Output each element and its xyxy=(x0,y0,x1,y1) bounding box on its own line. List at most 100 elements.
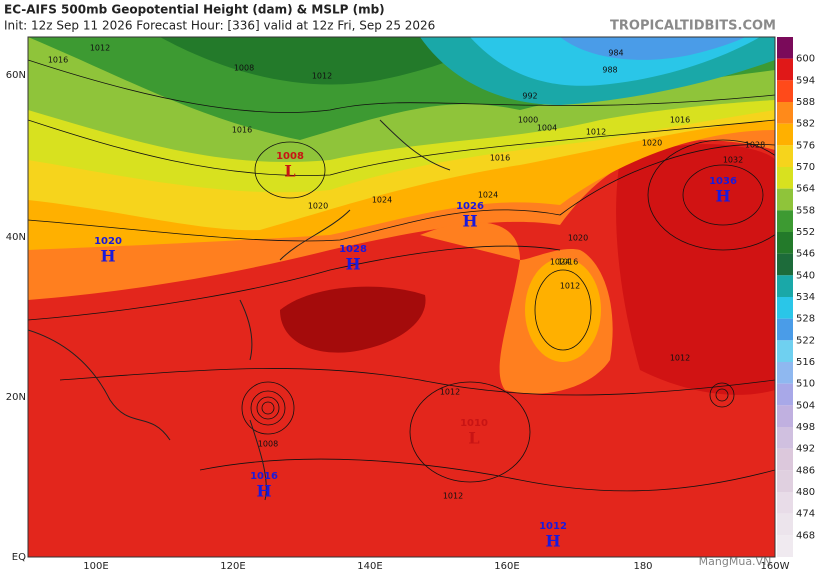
lon-label: 100E xyxy=(83,561,108,572)
contour-label: 1012 xyxy=(440,388,460,397)
colorbar-cell xyxy=(777,275,793,297)
colorbar-label: 534 xyxy=(796,292,815,303)
lon-label: 180 xyxy=(633,561,652,572)
center-value: 1012 xyxy=(539,521,567,532)
colorbar-label: 468 xyxy=(796,530,815,541)
center-symbol: H xyxy=(462,212,477,231)
contour-label: 1012 xyxy=(560,282,580,291)
contour-label: 1012 xyxy=(586,128,606,137)
colorbar-cell xyxy=(777,102,793,124)
center-symbol: H xyxy=(345,255,360,274)
colorbar-cell xyxy=(777,210,793,232)
colorbar-label: 522 xyxy=(796,335,815,346)
lon-label: 120E xyxy=(220,561,245,572)
contour-label: 1024 xyxy=(372,196,392,205)
contour-label: 1020 xyxy=(568,234,588,243)
colorbar-cell xyxy=(777,188,793,211)
source: TROPICALTIDBITS.COM xyxy=(610,19,776,34)
colorbar-cell xyxy=(777,253,793,276)
center-value: 1016 xyxy=(250,471,278,482)
contour-label: 1016 xyxy=(558,258,578,267)
colorbar-cell xyxy=(777,167,793,189)
center-value: 1026 xyxy=(456,201,484,212)
colorbar-label: 498 xyxy=(796,422,815,433)
band-594 xyxy=(616,144,775,395)
contour-label: 1016 xyxy=(490,154,510,163)
center-symbol: H xyxy=(715,187,730,206)
colorbar-label: 528 xyxy=(796,314,815,325)
subtitle: Init: 12z Sep 11 2026 Forecast Hour: [33… xyxy=(4,19,435,33)
center-value: 1028 xyxy=(339,244,367,255)
colorbar-cell xyxy=(777,470,793,492)
colorbar-cap xyxy=(777,37,793,59)
contour-label: 1016 xyxy=(670,116,690,125)
colorbar-cell xyxy=(777,340,793,362)
colorbar-label: 576 xyxy=(796,140,815,151)
colorbar-cell xyxy=(777,448,793,471)
center-value: 1036 xyxy=(709,176,737,187)
contour-label: 1024 xyxy=(478,191,498,200)
center-symbol: L xyxy=(468,429,479,448)
colorbar-cell xyxy=(777,145,793,167)
colorbar-label: 570 xyxy=(796,162,815,173)
lon-label: 140E xyxy=(357,561,382,572)
map xyxy=(28,37,775,557)
center-value: 1008 xyxy=(276,151,304,162)
band-576 xyxy=(525,258,601,362)
contour-label: 1032 xyxy=(723,156,743,165)
colorbar-cell xyxy=(777,405,793,427)
band-546 xyxy=(160,37,500,85)
colorbar-label: 474 xyxy=(796,509,815,520)
colorbar-label: 558 xyxy=(796,205,815,216)
contour-label: 1012 xyxy=(443,492,463,501)
colorbar-label: 516 xyxy=(796,357,815,368)
contour-label: 1016 xyxy=(232,126,252,135)
colorbar-cell xyxy=(777,362,793,384)
colorbar-label: 552 xyxy=(796,227,815,238)
band-522 xyxy=(560,37,745,60)
colorbar-label: 582 xyxy=(796,119,815,130)
contour-label: 1000 xyxy=(518,116,538,125)
colorbar-cell xyxy=(777,535,793,557)
colorbar-cell xyxy=(777,318,793,341)
contour-label: 1012 xyxy=(670,354,690,363)
colorbar-label: 564 xyxy=(796,184,815,195)
lat-label: EQ xyxy=(12,552,26,563)
contour-label: 1012 xyxy=(312,72,332,81)
colorbar-label: 510 xyxy=(796,379,815,390)
lat-label: 40N xyxy=(6,232,26,243)
contour-label: 1012 xyxy=(90,44,110,53)
contour-label: 984 xyxy=(608,49,623,58)
colorbar-cell xyxy=(777,80,793,102)
center-value: 1020 xyxy=(94,236,122,247)
contour-label: 1024 xyxy=(550,258,570,267)
lat-label: 60N xyxy=(6,70,26,81)
center-value: 1010 xyxy=(460,418,488,429)
lat-label: 20N xyxy=(6,392,26,403)
colorbar-cell xyxy=(777,58,793,81)
colorbar-cell xyxy=(777,123,793,146)
colorbar-cell xyxy=(777,427,793,449)
colorbar-label: 486 xyxy=(796,465,815,476)
contour-label: 1020 xyxy=(642,139,662,148)
contour-label: 1008 xyxy=(234,64,254,73)
watermark: MangMua.VN xyxy=(699,555,772,568)
center-symbol: H xyxy=(545,532,560,551)
lon-label: 160E xyxy=(494,561,519,572)
center-symbol: H xyxy=(256,482,271,501)
colorbar-cell xyxy=(777,297,793,319)
colorbar-label: 588 xyxy=(796,97,815,108)
colorbar-cell xyxy=(777,513,793,536)
colorbar-label: 600 xyxy=(796,54,815,65)
colorbar-label: 504 xyxy=(796,400,815,411)
colorbar-label: 546 xyxy=(796,249,815,260)
band-594 xyxy=(280,286,426,353)
overlay: 60N 40N 20N EQ 100E 120E 140E 160E 180 160W 600 594… xyxy=(6,37,815,572)
contour-label: 1004 xyxy=(537,124,557,133)
contour-label: 1016 xyxy=(48,56,68,65)
center-symbol: L xyxy=(284,162,295,181)
center-symbol: H xyxy=(100,247,115,266)
lon-label: 160W xyxy=(761,561,790,572)
colorbar-label: 594 xyxy=(796,75,815,86)
